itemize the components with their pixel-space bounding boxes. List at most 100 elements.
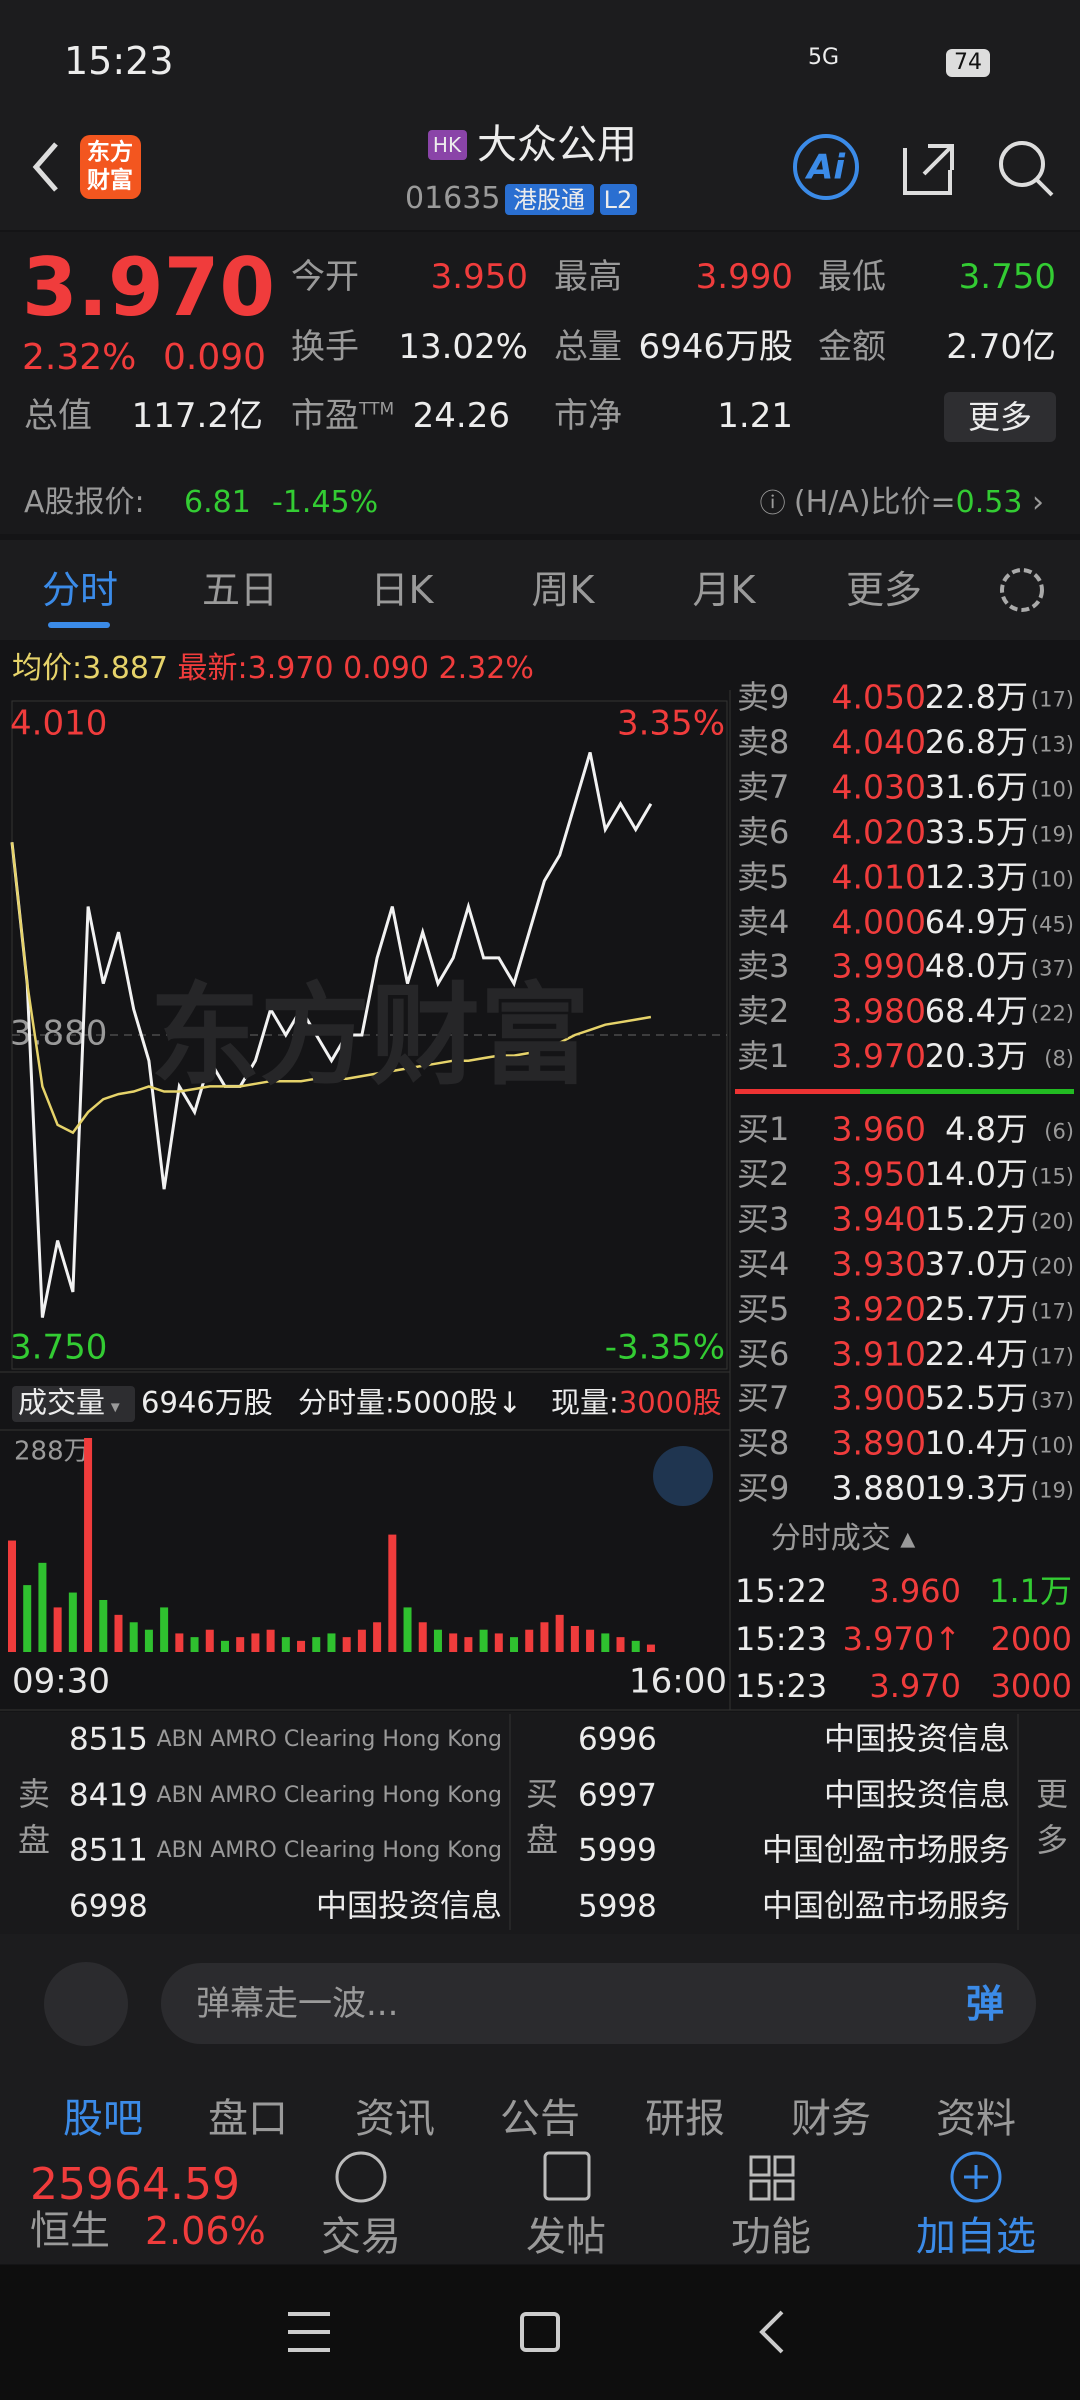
ob-count: (6) [1044, 1119, 1074, 1144]
action[interactable]: 功能 [731, 2214, 811, 2260]
more-button[interactable] [944, 392, 1056, 442]
comment-placeholder[interactable]: 弹幕走一波... [196, 1984, 399, 2024]
caret: ▾ [105, 1396, 120, 1418]
nav-home[interactable] [520, 2312, 560, 2352]
tabs-bg [0, 540, 1080, 640]
back-icon[interactable] [32, 142, 58, 192]
logo-text: 东方财富 [87, 139, 133, 193]
tab[interactable]: 周K [531, 568, 595, 612]
tab[interactable]: 日K [370, 568, 434, 612]
volume-bar [23, 1585, 32, 1652]
volume-bar [433, 1629, 442, 1652]
tag: 港股通 [513, 186, 585, 214]
bottom-tab[interactable]: 资料 [936, 2096, 1016, 2142]
volume-bar [418, 1622, 427, 1652]
volume-bar [479, 1629, 488, 1652]
ratio-label: (H/A)比价= [793, 485, 956, 520]
expand-icon[interactable] [653, 1446, 713, 1506]
comment-button[interactable]: 弹 [965, 1982, 1005, 2026]
volume-selector[interactable] [12, 1386, 135, 1422]
broker-name: 中国投资信息 [316, 1888, 502, 1924]
nav-menu[interactable] [288, 2312, 330, 2352]
tab[interactable]: 更多 [845, 568, 923, 612]
volume-bar [281, 1637, 290, 1652]
ob-label: 卖5 [737, 857, 790, 896]
volume-bar [464, 1637, 473, 1652]
ob-count: (37) [1030, 956, 1074, 981]
index-value[interactable]: 25964.59 [30, 2159, 240, 2210]
bottom-tab[interactable]: 财务 [791, 2096, 871, 2142]
field-value: 13.02% [398, 327, 528, 367]
ai-icon[interactable] [793, 134, 859, 200]
volume-bar [68, 1592, 77, 1652]
y-tick-label: 3.750 [10, 1328, 107, 1368]
change-pct: 2.32% [22, 337, 137, 378]
comment-icon[interactable] [44, 1962, 128, 2046]
bottom-tab[interactable]: 研报 [645, 2096, 725, 2142]
bottom-tab[interactable]: 公告 [500, 2096, 580, 2142]
action[interactable]: 加自选 [916, 2214, 1036, 2260]
ratio: 0.53 [955, 485, 1023, 520]
volume-bar [388, 1534, 397, 1652]
ob-label: 卖2 [737, 992, 790, 1031]
action[interactable]: 发帖 [526, 2214, 606, 2260]
post-icon[interactable] [543, 2151, 591, 2201]
volume-bar [540, 1622, 549, 1652]
func-icon[interactable] [749, 2155, 771, 2177]
market-badge: HK [432, 133, 462, 157]
tab[interactable]: 五日 [201, 568, 279, 612]
ob-label: 买9 [737, 1469, 790, 1508]
share-icon[interactable] [903, 144, 954, 195]
index-change: 2.06% [145, 2209, 266, 2253]
ob-label: 卖6 [737, 812, 790, 851]
volume-bar [601, 1633, 610, 1652]
comment-input[interactable] [161, 1963, 1036, 2044]
trade-volume: 2000 [990, 1619, 1072, 1658]
field-label: 总量 [554, 327, 622, 367]
ratio-bar-bid [860, 1089, 1074, 1094]
add-icon [964, 2165, 988, 2189]
broker-bg [0, 1712, 1080, 1934]
summary: 均价:3.887 最新:3.970 0.090 2.32% [12, 654, 534, 684]
field-label: 今开 [291, 257, 359, 297]
broker-name: ABN AMRO Clearing Hong Kong [156, 1782, 502, 1808]
add-icon[interactable] [950, 2151, 1002, 2203]
bottom-tab[interactable]: 资讯 [355, 2096, 435, 2142]
volume-bar [205, 1629, 214, 1652]
ob-count: (13) [1030, 732, 1074, 757]
more-text[interactable]: 更多 [967, 398, 1033, 436]
broker-id: 5999 [578, 1832, 657, 1869]
tab[interactable]: 月K [692, 568, 756, 612]
broker-more[interactable]: 更多 [1031, 1777, 1069, 1869]
trade-time: 15:22 [735, 1572, 828, 1610]
price: 3.970 [22, 241, 276, 334]
volume-bar [616, 1637, 625, 1652]
ob-label: 买3 [737, 1199, 790, 1238]
trades-title[interactable]: 分时成交 ▴ [770, 1521, 916, 1556]
ob-count: (22) [1030, 1001, 1074, 1026]
func-icon [773, 2155, 795, 2177]
action[interactable]: 交易 [321, 2214, 401, 2260]
trade-time: 15:23 [735, 1667, 828, 1705]
volume-bar [357, 1629, 366, 1652]
bottom-tab[interactable]: 盘口 [208, 2096, 288, 2142]
tab[interactable]: 分时 [41, 568, 119, 612]
settings-icon[interactable] [1000, 568, 1044, 612]
nav-back[interactable] [759, 2310, 784, 2354]
volume-label[interactable]: 成交量 ▾ [18, 1385, 120, 1420]
volume-current: 现量:3000股 [551, 1388, 722, 1418]
field-sup: TTM [359, 399, 395, 420]
volume-bar [631, 1640, 640, 1652]
ob-volume: 19.3万 [924, 1469, 1028, 1508]
ob-count: (17) [1030, 1299, 1074, 1324]
broker-id: 6998 [69, 1888, 148, 1924]
volume-bar [220, 1640, 229, 1652]
ob-price: 4.000 [831, 902, 926, 941]
volume-label-text: 成交量 [18, 1385, 106, 1420]
volume-bar [99, 1599, 108, 1652]
volume-bar [84, 1438, 93, 1652]
search-icon[interactable] [999, 141, 1045, 187]
trade-icon[interactable] [335, 2151, 387, 2203]
ob-label: 卖9 [737, 678, 790, 716]
bottom-tab[interactable]: 股吧 [63, 2096, 143, 2142]
